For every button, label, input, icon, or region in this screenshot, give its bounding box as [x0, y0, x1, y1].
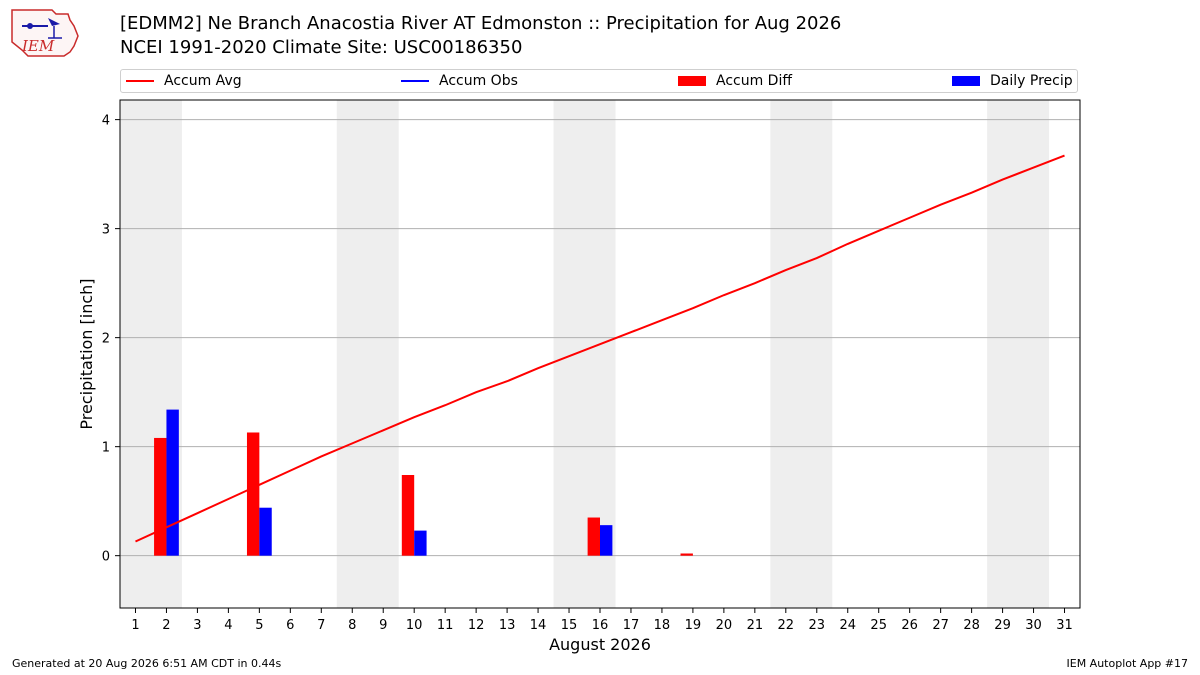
y-tick-label-1: 1 [102, 441, 110, 456]
x-tick-label-11: 11 [437, 618, 454, 633]
x-tick-label-15: 15 [561, 618, 578, 633]
legend-accum-avg-label: Accum Avg [164, 73, 242, 89]
x-tick-label-9: 9 [379, 618, 387, 633]
legend-accum-obs-swatch [401, 80, 429, 82]
x-tick-label-26: 26 [901, 618, 918, 633]
x-tick-label-19: 19 [685, 618, 702, 633]
chart-title: [EDMM2] Ne Branch Anacostia River AT Edm… [120, 13, 842, 34]
x-tick-label-8: 8 [348, 618, 356, 633]
x-tick-label-1: 1 [131, 618, 139, 633]
y-tick-label-3: 3 [102, 223, 110, 238]
x-tick-label-13: 13 [499, 618, 516, 633]
accum-avg-line [135, 154, 1065, 543]
x-tick-label-20: 20 [716, 618, 733, 633]
weekend-band-2 [553, 100, 616, 608]
y-tick-label-2: 2 [102, 332, 110, 347]
x-tick-label-10: 10 [406, 618, 423, 633]
y-tick-label-4: 4 [102, 114, 110, 129]
x-tick-label-12: 12 [468, 618, 485, 633]
legend-accum-obs-label: Accum Obs [439, 73, 518, 89]
accum-diff-bar-day-19 [680, 553, 693, 556]
accum-diff-bar-day-16 [587, 517, 600, 556]
x-tick-label-14: 14 [530, 618, 547, 633]
x-tick-label-3: 3 [193, 618, 201, 633]
legend-daily-precip-swatch [952, 76, 980, 86]
app-label: IEM Autoplot App #17 [1066, 657, 1189, 670]
weekend-band-3 [770, 100, 833, 608]
legend-daily-precip: Daily Precip [952, 73, 1073, 89]
daily-precip-bar-day-10 [414, 530, 427, 556]
x-tick-label-28: 28 [963, 618, 980, 633]
y-tick-label-0: 0 [102, 550, 110, 565]
accum-diff-bar-day-2 [154, 437, 167, 556]
generated-timestamp: Generated at 20 Aug 2026 6:51 AM CDT in … [12, 657, 282, 670]
x-tick-label-29: 29 [994, 618, 1011, 633]
x-tick-label-27: 27 [932, 618, 949, 633]
chart-legend: Accum Avg Accum Obs Accum Diff Daily Pre… [120, 69, 1078, 93]
x-tick-label-25: 25 [870, 618, 887, 633]
x-tick-label-31: 31 [1056, 618, 1073, 633]
daily-precip-bar-day-16 [600, 525, 613, 556]
x-tick-label-6: 6 [286, 618, 294, 633]
legend-daily-precip-label: Daily Precip [990, 73, 1073, 89]
x-tick-label-23: 23 [809, 618, 826, 633]
legend-accum-diff: Accum Diff [678, 73, 792, 89]
x-tick-label-18: 18 [654, 618, 671, 633]
x-tick-label-4: 4 [224, 618, 232, 633]
accum-diff-bar-day-5 [246, 432, 260, 556]
daily-precip-bar-day-2 [166, 409, 179, 556]
x-tick-label-21: 21 [747, 618, 764, 633]
x-tick-label-17: 17 [623, 618, 640, 633]
x-tick-label-5: 5 [255, 618, 263, 633]
x-tick-label-16: 16 [592, 618, 609, 633]
x-tick-label-30: 30 [1025, 618, 1042, 633]
x-tick-label-2: 2 [162, 618, 170, 633]
legend-accum-avg-swatch [126, 80, 154, 82]
x-tick-label-7: 7 [317, 618, 325, 633]
iem-logo: IEM [11, 9, 79, 57]
legend-accum-obs: Accum Obs [401, 73, 518, 89]
y-axis-label: Precipitation [inch] [77, 278, 96, 429]
x-tick-label-24: 24 [839, 618, 856, 633]
legend-accum-diff-swatch [678, 76, 706, 86]
accum-diff-bar-day-10 [401, 475, 415, 556]
daily-precip-bar-day-5 [259, 507, 272, 556]
weekend-band-4 [987, 100, 1050, 608]
logo-text: IEM [21, 37, 55, 55]
x-axis-label: August 2026 [549, 635, 651, 654]
legend-accum-diff-label: Accum Diff [716, 73, 793, 89]
chart-subtitle: NCEI 1991-2020 Climate Site: USC00186350 [120, 37, 523, 58]
x-tick-label-22: 22 [778, 618, 795, 633]
legend-accum-avg: Accum Avg [126, 73, 242, 89]
weekend-band-1 [336, 100, 399, 608]
